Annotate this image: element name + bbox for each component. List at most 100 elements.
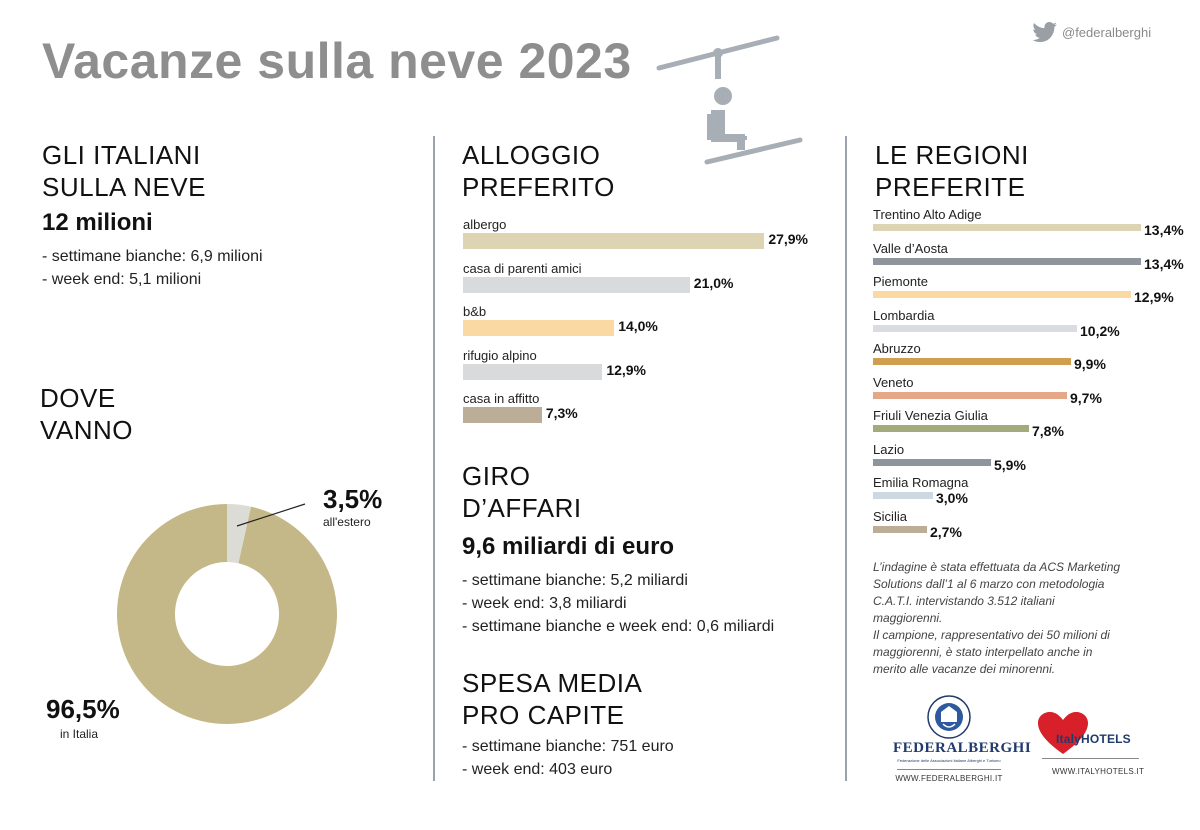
regioni-bar-value: 3,0% <box>936 490 968 506</box>
alloggio-bar-value: 21,0% <box>693 274 734 291</box>
italyhotels-name: ItalyHOTELS <box>1056 732 1131 746</box>
twitter-handle[interactable]: @federalberghi <box>1032 22 1151 42</box>
regioni-heading-line1: LE REGIONI <box>875 140 1029 170</box>
note-line-2: Solutions dall’1 al 6 marzo con metodolo… <box>873 577 1105 591</box>
alloggio-bar-value: 7,3% <box>545 405 578 421</box>
regioni-bar-value: 5,9% <box>994 456 1026 473</box>
regioni-bar <box>873 425 1029 432</box>
regioni-bar-label: Valle d’Aosta <box>873 240 948 256</box>
giro-line-1: - settimane bianche: 5,2 miliardi <box>462 572 688 589</box>
regioni-bar <box>873 525 927 533</box>
column-separator-left <box>433 136 435 781</box>
alloggio-bar <box>463 320 615 336</box>
note-line-7: merito alle vacanze dei minorenni. <box>873 662 1056 676</box>
regioni-bar-label: Lazio <box>873 441 905 457</box>
alloggio-bar-value: 27,9% <box>768 231 809 247</box>
regioni-bar <box>873 358 1071 365</box>
regioni-bar <box>873 391 1067 399</box>
federalberghi-url[interactable]: WWW.FEDERALBERGHI.IT <box>895 774 1003 783</box>
spesa-heading-line1: SPESA MEDIA <box>462 668 643 698</box>
regioni-bar <box>873 257 1141 265</box>
regioni-bar-value: 12,9% <box>1134 289 1174 305</box>
regioni-bar-label: Veneto <box>873 374 914 390</box>
giro-total: 9,6 miliardi di euro <box>462 533 675 560</box>
alloggio-bar-label: rifugio alpino <box>463 347 537 363</box>
regioni-bar-value: 13,4% <box>1144 255 1184 272</box>
regioni-heading: LE REGIONI PREFERITE <box>875 139 1029 203</box>
alloggio-heading: ALLOGGIO PREFERITO <box>462 139 615 203</box>
federalberghi-logo[interactable]: FEDERALBERGHI Federazione delle Associaz… <box>893 690 1032 783</box>
regioni-bar-label: Emilia Romagna <box>873 475 969 490</box>
regioni-bar-label: Friuli Venezia Giulia <box>873 408 988 423</box>
note-line-5: Il campione, rappresentativo dei 50 mili… <box>873 628 1110 642</box>
italiani-heading: GLI ITALIANI SULLA NEVE <box>42 139 206 203</box>
spesa-heading: SPESA MEDIA PRO CAPITE <box>462 667 642 731</box>
regioni-heading-line2: PREFERITE <box>875 172 1026 202</box>
regioni-bar-value: 2,7% <box>930 523 962 540</box>
regioni-bar-label: Sicilia <box>873 508 907 524</box>
alloggio-bar-label: casa in affitto <box>463 391 540 406</box>
regioni-bar-label: Abruzzo <box>873 341 921 356</box>
column-separator-right <box>845 136 847 781</box>
italia-value: 96,5% <box>46 694 120 724</box>
heart-icon <box>1038 712 1088 754</box>
alloggio-bar <box>463 363 603 380</box>
donut-slice-italia <box>117 504 338 724</box>
estero-label: all'estero <box>323 515 371 529</box>
alloggio-heading-line1: ALLOGGIO <box>462 140 601 170</box>
italiani-total: 12 milioni <box>42 209 153 236</box>
page-title: Vacanze sulla neve 2023 <box>42 33 632 89</box>
twitter-handle-text: @federalberghi <box>1062 24 1152 40</box>
chairlift-icon <box>656 35 803 165</box>
giro-lines: - settimane bianche: 5,2 miliardi - week… <box>462 569 774 638</box>
donut-slice-estero <box>227 504 251 564</box>
alloggio-bar <box>463 276 690 293</box>
italiani-heading-line1: GLI ITALIANI <box>42 140 201 170</box>
dove-heading-line2: VANNO <box>40 415 134 445</box>
dove-heading: DOVE VANNO <box>40 382 133 446</box>
alloggio-bar-label: b&b <box>463 304 487 319</box>
spesa-heading-line2: PRO CAPITE <box>462 700 625 730</box>
federalberghi-name: FEDERALBERGHI <box>893 740 1032 756</box>
regioni-bar-value: 9,7% <box>1070 389 1102 406</box>
alloggio-bar-label: casa di parenti amici <box>463 260 582 276</box>
italyhotels-url[interactable]: WWW.ITALYHOTELS.IT <box>1052 767 1145 776</box>
alloggio-bar-value: 14,0% <box>618 318 658 334</box>
regioni-bar-label: Trentino Alto Adige <box>873 207 982 222</box>
giro-heading-line2: D’AFFARI <box>462 493 582 523</box>
note-line-4: maggiorenni. <box>873 611 943 625</box>
regioni-bar-value: 10,2% <box>1080 322 1120 339</box>
estero-value: 3,5% <box>323 484 383 514</box>
donut-leader-line <box>236 503 306 527</box>
italiani-heading-line2: SULLA NEVE <box>42 172 206 202</box>
italiani-line-1: - settimane bianche: 6,9 milioni <box>42 248 263 265</box>
italyhotels-logo[interactable]: ItalyHOTELS WWW.ITALYHOTELS.IT <box>1038 712 1145 782</box>
italiani-lines: - settimane bianche: 6,9 milioni - week … <box>42 245 263 291</box>
giro-line-2: - week end: 3,8 miliardi <box>462 595 627 612</box>
italiani-line-2: - week end: 5,1 milioni <box>42 271 202 288</box>
regioni-bar <box>873 324 1077 332</box>
regioni-bar-value: 13,4% <box>1144 222 1184 238</box>
regioni-bar <box>873 492 933 499</box>
methodology-note: L’indagine è stata effettuata da ACS Mar… <box>873 559 1173 678</box>
spesa-line-1: - settimane bianche: 751 euro <box>462 738 674 755</box>
donut-chart <box>117 503 338 724</box>
alloggio-heading-line2: PREFERITO <box>462 172 615 202</box>
alloggio-bar-value: 12,9% <box>606 361 647 378</box>
regioni-bar-label: Lombardia <box>873 307 935 323</box>
regioni-bar <box>873 224 1141 231</box>
alloggio-bar-label: albergo <box>463 217 507 232</box>
note-line-6: maggiorenni, è stato interpellato anche … <box>873 645 1093 659</box>
twitter-bird-icon <box>1032 22 1057 42</box>
regioni-bar-value: 7,8% <box>1032 423 1064 439</box>
federalberghi-emblem-icon <box>927 695 971 739</box>
alloggio-bar <box>463 233 765 249</box>
federalberghi-sub: Federazione delle Associazioni Italiane … <box>897 758 1001 763</box>
spesa-lines: - settimane bianche: 751 euro - week end… <box>462 735 674 781</box>
regioni-bar <box>873 291 1131 298</box>
giro-heading-line1: GIRO <box>462 461 531 491</box>
giro-heading: GIRO D’AFFARI <box>462 460 582 524</box>
regioni-bar <box>873 458 991 466</box>
spesa-line-2: - week end: 403 euro <box>462 761 613 778</box>
giro-line-3: - settimane bianche e week end: 0,6 mili… <box>462 618 775 635</box>
